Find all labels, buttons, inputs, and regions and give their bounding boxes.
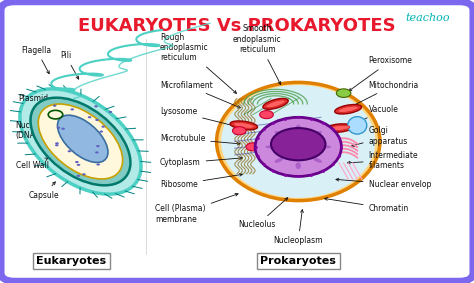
Ellipse shape (20, 89, 141, 194)
Text: Microfilament: Microfilament (160, 81, 240, 108)
Text: Capsule: Capsule (28, 182, 59, 200)
Ellipse shape (274, 131, 283, 136)
Text: Cell (Plasma)
membrane: Cell (Plasma) membrane (155, 193, 238, 224)
Circle shape (100, 130, 103, 133)
Circle shape (94, 105, 98, 107)
Ellipse shape (335, 104, 362, 114)
Text: Golgi
apparatus: Golgi apparatus (352, 127, 408, 147)
Circle shape (101, 126, 105, 128)
Ellipse shape (295, 125, 301, 131)
Text: Rough
endoplasmic
reticulum: Rough endoplasmic reticulum (160, 33, 237, 93)
Circle shape (75, 161, 79, 163)
Ellipse shape (221, 85, 375, 198)
Ellipse shape (348, 117, 367, 134)
Text: Smooth
endoplasmic
reticulum: Smooth endoplasmic reticulum (233, 25, 282, 84)
Text: Intermediate
filaments: Intermediate filaments (347, 151, 418, 170)
Ellipse shape (255, 117, 341, 176)
Circle shape (246, 143, 260, 151)
Ellipse shape (38, 104, 123, 179)
Text: Cytoplasm: Cytoplasm (160, 157, 242, 168)
Circle shape (337, 89, 351, 97)
Circle shape (61, 128, 65, 130)
Ellipse shape (265, 145, 277, 149)
Circle shape (82, 173, 86, 175)
Text: Nucleoplasm: Nucleoplasm (273, 210, 323, 245)
Circle shape (260, 111, 273, 119)
Text: EUKARYOTES Vs PROKARYOTES: EUKARYOTES Vs PROKARYOTES (78, 17, 396, 35)
Text: Peroxisome: Peroxisome (349, 56, 412, 91)
Ellipse shape (295, 162, 301, 169)
Ellipse shape (266, 100, 285, 108)
Text: Nucleolus: Nucleolus (239, 198, 288, 229)
Text: Pili: Pili (60, 51, 79, 79)
Text: Microtubule: Microtubule (160, 134, 240, 145)
Text: teachoo: teachoo (406, 13, 450, 23)
Circle shape (77, 164, 80, 166)
Circle shape (96, 163, 100, 166)
Ellipse shape (263, 98, 288, 109)
Text: Plasmid: Plasmid (18, 94, 50, 112)
Circle shape (71, 108, 74, 110)
Ellipse shape (230, 121, 257, 130)
Ellipse shape (325, 124, 353, 132)
Ellipse shape (313, 131, 322, 136)
Circle shape (96, 145, 100, 147)
Ellipse shape (30, 98, 130, 185)
Circle shape (57, 127, 60, 129)
Text: Ribosome: Ribosome (160, 173, 242, 189)
Ellipse shape (233, 123, 255, 128)
Ellipse shape (217, 82, 380, 201)
Text: Nucleoid
(DNA): Nucleoid (DNA) (16, 121, 59, 140)
Text: Mitochondria: Mitochondria (349, 81, 419, 108)
Circle shape (55, 144, 59, 146)
Text: Prokaryotes: Prokaryotes (260, 256, 336, 266)
Circle shape (109, 111, 112, 113)
Text: Nuclear envelop: Nuclear envelop (336, 178, 431, 189)
Circle shape (271, 128, 326, 160)
Circle shape (95, 119, 99, 121)
Ellipse shape (274, 158, 283, 163)
Text: Lysosome: Lysosome (160, 108, 239, 128)
Ellipse shape (57, 115, 108, 162)
Ellipse shape (338, 106, 358, 112)
Circle shape (76, 175, 80, 177)
Text: Flagella: Flagella (21, 46, 52, 74)
Circle shape (232, 127, 246, 135)
Text: Chromatin: Chromatin (325, 198, 409, 213)
Circle shape (95, 151, 99, 153)
Circle shape (68, 150, 71, 152)
Ellipse shape (320, 145, 331, 149)
Circle shape (53, 105, 56, 107)
Ellipse shape (328, 125, 350, 131)
Circle shape (55, 142, 59, 144)
Text: Cell Wall: Cell Wall (16, 158, 49, 170)
Ellipse shape (313, 158, 322, 163)
Circle shape (88, 116, 91, 118)
Text: Vacuole: Vacuole (356, 105, 399, 124)
Text: Eukaryotes: Eukaryotes (36, 256, 107, 266)
